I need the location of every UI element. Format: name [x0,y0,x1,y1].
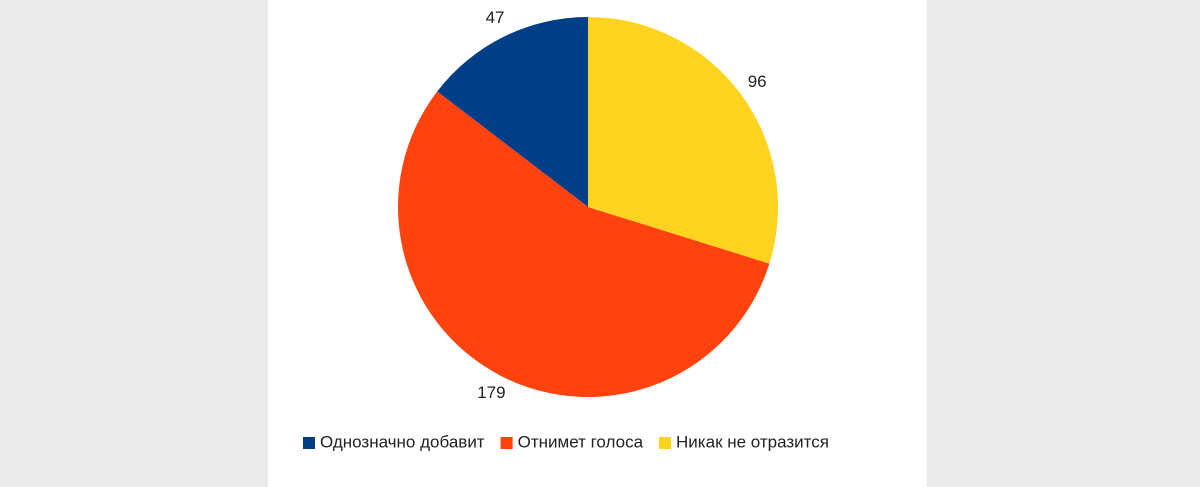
pie-slice [397,91,770,398]
legend-label: Никак не отразится [676,432,829,451]
data-label: 179 [477,383,505,402]
pie-slice [437,17,588,207]
legend-label: Однозначно добавит [320,432,485,451]
pie-slice [588,17,778,264]
data-label: 96 [748,72,767,91]
data-label: 47 [486,8,505,27]
legend-swatch [500,437,513,449]
legend-label: Отнимет голоса [518,432,644,451]
legend-swatch [303,437,315,449]
legend-swatch [659,437,672,449]
